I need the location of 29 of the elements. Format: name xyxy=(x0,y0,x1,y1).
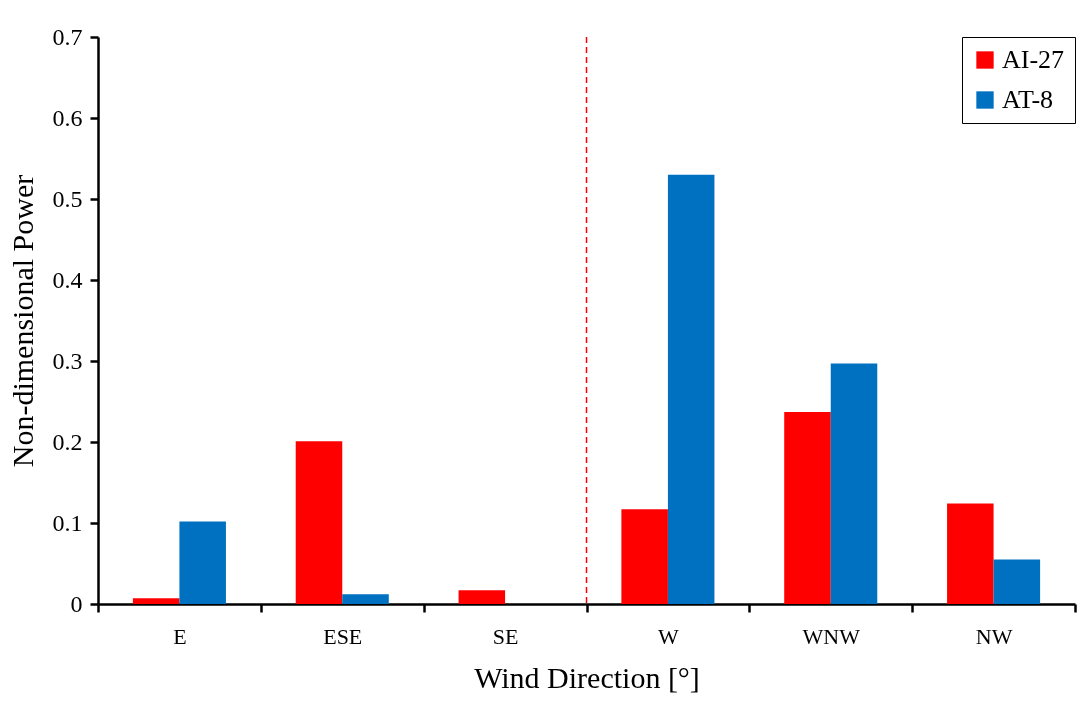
y-tick-label: 0.2 xyxy=(52,428,83,455)
y-tick-label: 0.4 xyxy=(52,266,83,293)
x-tick-label: SE xyxy=(492,623,519,649)
y-axis-title: Non-dimensional Power xyxy=(5,174,39,468)
y-tick-label: 0 xyxy=(70,590,83,617)
bar xyxy=(621,509,668,604)
bar xyxy=(132,598,180,604)
bar xyxy=(830,363,878,604)
y-tick-label: 0.1 xyxy=(52,509,83,536)
x-tick-label: NW xyxy=(975,623,1013,649)
bar xyxy=(947,503,994,604)
bar xyxy=(667,174,715,604)
y-tick-label: 0.7 xyxy=(52,23,83,50)
y-tick-label: 0.6 xyxy=(52,104,83,131)
bar xyxy=(784,412,831,604)
x-axis-title: Wind Direction [°] xyxy=(474,660,700,694)
y-tick-label: 0.3 xyxy=(52,347,83,374)
legend-label: AI-27 xyxy=(1002,45,1065,74)
bar xyxy=(342,594,389,604)
x-tick-label: WNW xyxy=(802,623,861,649)
bar xyxy=(295,441,343,604)
legend-label: AT-8 xyxy=(1002,85,1054,114)
bar xyxy=(458,590,506,604)
x-tick-label: W xyxy=(658,623,680,649)
bar xyxy=(993,559,1041,604)
x-tick-label: E xyxy=(173,623,187,649)
x-tick-label: ESE xyxy=(323,623,363,649)
y-tick-label: 0.5 xyxy=(52,185,83,212)
bar xyxy=(179,521,226,604)
